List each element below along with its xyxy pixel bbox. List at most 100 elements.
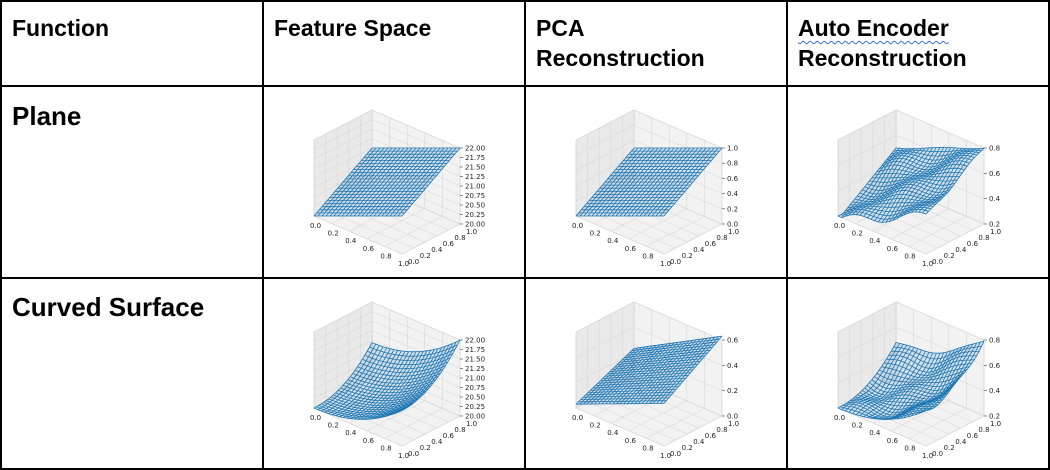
y-tick-label: 1.0 bbox=[728, 228, 739, 236]
mesh-line bbox=[888, 152, 977, 161]
grid-line bbox=[313, 330, 373, 361]
grid-line bbox=[837, 160, 897, 191]
z-tick-label: 0.2 bbox=[727, 205, 738, 213]
z-tick-label: 22.00 bbox=[465, 145, 485, 153]
y-tick-label: 0.4 bbox=[693, 438, 705, 446]
surface-wireframe bbox=[313, 339, 461, 420]
mesh-line bbox=[597, 377, 686, 384]
mesh-line bbox=[614, 358, 703, 368]
z-tick-label: 0.6 bbox=[727, 337, 739, 345]
mesh-line bbox=[588, 389, 677, 393]
y-tick-label: 0.2 bbox=[944, 252, 955, 260]
grid-line bbox=[837, 215, 927, 255]
mesh-line bbox=[578, 400, 667, 403]
grid-line bbox=[366, 208, 425, 240]
header-pca-line1: PCA bbox=[536, 15, 585, 41]
grid-line bbox=[895, 109, 985, 149]
mesh-line bbox=[874, 374, 963, 388]
grid-line bbox=[313, 311, 373, 342]
z-tick-label: 0.0 bbox=[727, 221, 738, 229]
z-tick-label: 21.00 bbox=[465, 183, 485, 191]
y-tick-label: 0.0 bbox=[408, 450, 419, 458]
x-tick-label: 0.6 bbox=[625, 245, 637, 253]
y-tick-label: 0.6 bbox=[967, 240, 979, 248]
grid-line bbox=[622, 191, 711, 231]
grid-line bbox=[895, 185, 985, 225]
mesh-line bbox=[633, 335, 723, 349]
plot-curved-pca: 0.0 0.2 0.4 0.6 0.8 1.0 0.0 0.2 0.4 0.6 0.8 1.0 0.0 0… bbox=[564, 300, 764, 460]
z-tick-label: 0.4 bbox=[727, 190, 739, 198]
z-tick-label: 21.50 bbox=[465, 356, 485, 364]
y-tick-label: 0.2 bbox=[420, 444, 431, 452]
mesh-line bbox=[369, 344, 458, 357]
mesh-line bbox=[859, 186, 948, 198]
grid-line bbox=[895, 301, 985, 341]
mesh-line bbox=[621, 349, 710, 361]
grid-line bbox=[925, 415, 985, 447]
mesh-line bbox=[340, 387, 429, 399]
mesh-line bbox=[861, 389, 951, 402]
grid-line bbox=[384, 216, 443, 247]
plot-curved-autoencoder: 0.0 0.2 0.4 0.6 0.8 1.0 0.0 0.2 0.4 0.6 0.8 1.0 0.2 0… bbox=[826, 300, 1026, 460]
mesh-line bbox=[845, 403, 934, 419]
x-tick-label: 0.0 bbox=[572, 414, 583, 422]
y-tick-label: 0.4 bbox=[431, 438, 443, 446]
mesh-line bbox=[609, 363, 698, 372]
mesh-line bbox=[850, 400, 939, 416]
mesh-line bbox=[328, 398, 417, 411]
grid-line bbox=[837, 109, 897, 141]
mesh-line bbox=[325, 400, 415, 412]
grid-line bbox=[628, 208, 687, 240]
grid-line bbox=[366, 400, 425, 432]
header-function: Function bbox=[12, 15, 110, 41]
grid-line bbox=[575, 301, 635, 333]
x-tick-label: 1.0 bbox=[922, 452, 933, 460]
x-tick-label: 0.6 bbox=[887, 245, 899, 253]
mesh-line bbox=[583, 394, 672, 398]
grid-line bbox=[633, 327, 723, 366]
z-tick-label: 21.25 bbox=[465, 365, 485, 373]
y-tick-label: 1.0 bbox=[466, 228, 477, 236]
mesh-line bbox=[350, 375, 439, 387]
z-tick-label: 21.00 bbox=[465, 375, 485, 383]
mesh-line bbox=[367, 348, 456, 361]
grid-line bbox=[575, 215, 665, 255]
header-pca-reconstruction: PCA Reconstruction bbox=[536, 13, 705, 73]
mesh-line bbox=[883, 362, 972, 376]
grid-line bbox=[663, 415, 723, 447]
mesh-line bbox=[357, 365, 446, 377]
z-tick-label: 22.00 bbox=[465, 337, 485, 345]
x-tick-label: 0.6 bbox=[363, 245, 375, 253]
grid-line bbox=[313, 109, 373, 141]
z-tick-label: 0.4 bbox=[727, 362, 739, 370]
grid-line bbox=[633, 109, 723, 149]
x-tick-label: 0.6 bbox=[625, 437, 637, 445]
x-tick-label: 0.4 bbox=[345, 237, 357, 245]
mesh-line bbox=[869, 177, 958, 183]
mesh-line bbox=[878, 163, 968, 173]
x-tick-label: 1.0 bbox=[660, 452, 671, 460]
mesh-line bbox=[585, 391, 674, 396]
mesh-line bbox=[316, 406, 405, 419]
mesh-line bbox=[893, 345, 982, 360]
x-tick-label: 0.6 bbox=[887, 437, 899, 445]
y-tick-label: 0.0 bbox=[408, 258, 419, 266]
x-tick-label: 0.8 bbox=[380, 444, 391, 452]
x-tick-label: 0.8 bbox=[642, 444, 653, 452]
x-tick-label: 0.8 bbox=[904, 444, 915, 452]
mesh-line bbox=[869, 380, 958, 395]
grid-line bbox=[371, 301, 461, 341]
grid-line bbox=[646, 408, 705, 439]
table-border-left bbox=[0, 0, 2, 470]
z-tick-label: 20.75 bbox=[465, 384, 485, 392]
grid-line bbox=[360, 191, 449, 231]
z-tick-label: 0.2 bbox=[727, 387, 738, 395]
x-tick-label: 0.4 bbox=[607, 429, 619, 437]
z-tick-label: 0.6 bbox=[727, 175, 739, 183]
x-tick-label: 0.0 bbox=[834, 222, 845, 230]
mesh-line bbox=[321, 403, 410, 416]
mesh-line bbox=[619, 352, 708, 363]
x-tick-label: 0.8 bbox=[904, 252, 915, 260]
mesh-line bbox=[576, 403, 665, 405]
